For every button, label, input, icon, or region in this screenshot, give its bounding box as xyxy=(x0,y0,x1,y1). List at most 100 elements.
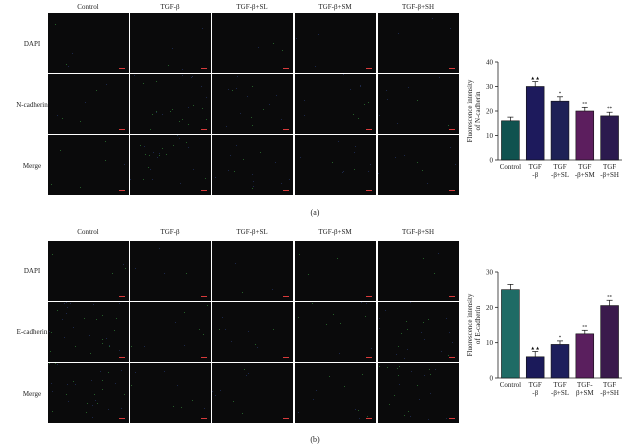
fluorescence-speck xyxy=(57,310,58,311)
fluorescence-speck xyxy=(97,403,98,404)
row-label-dapi: DAPI xyxy=(23,267,41,275)
scale-bar xyxy=(283,68,289,69)
scale-bar xyxy=(449,190,455,191)
column-header-tgf-sl: TGF-β+SL xyxy=(236,228,268,236)
fluorescence-speck xyxy=(60,150,61,151)
micrograph-merge-3 xyxy=(212,135,293,195)
column-header-tgf: TGF-β xyxy=(160,3,180,11)
micrograph-merge-5 xyxy=(378,363,459,423)
x-tick-label: β+SM xyxy=(576,389,594,397)
y-tick-label: 0 xyxy=(490,157,494,165)
fluorescence-speck xyxy=(366,303,367,304)
fluorescence-speck xyxy=(226,126,227,127)
fluorescence-speck xyxy=(395,157,396,158)
fluorescence-speck xyxy=(398,346,399,347)
x-tick-label: TGF xyxy=(603,163,616,171)
fluorescence-speck xyxy=(435,369,436,370)
fluorescence-speck xyxy=(407,329,408,330)
fluorescence-speck xyxy=(192,400,193,401)
fluorescence-speck xyxy=(446,318,447,319)
fluorescence-speck xyxy=(298,412,299,413)
fluorescence-speck xyxy=(398,33,399,34)
fluorescence-speck xyxy=(102,339,103,340)
micrograph-dapi-5 xyxy=(378,241,459,301)
fluorescence-speck xyxy=(66,302,67,303)
micrograph-dapi-2 xyxy=(130,241,211,301)
scale-bar xyxy=(119,190,125,191)
fluorescence-speck xyxy=(397,123,398,124)
fluorescence-speck xyxy=(152,179,153,180)
scale-bar xyxy=(201,296,207,297)
fluorescence-speck xyxy=(230,155,231,156)
fluorescence-speck xyxy=(170,111,171,112)
fluorescence-speck xyxy=(143,179,144,180)
fluorescence-speck xyxy=(406,321,407,322)
fluorescence-speck xyxy=(396,354,397,355)
fluorescence-speck xyxy=(316,390,317,391)
fluorescence-speck xyxy=(184,345,185,346)
scale-bar xyxy=(119,357,125,358)
panel-caption-a: (a) xyxy=(310,208,320,217)
y-tick-label: 0 xyxy=(490,375,494,383)
fluorescence-speck xyxy=(173,406,174,407)
fluorescence-speck xyxy=(96,319,97,320)
fluorescence-speck xyxy=(253,181,254,182)
scale-bar xyxy=(449,357,455,358)
column-header-tgf-sm: TGF-β+SM xyxy=(318,3,352,11)
fluorescence-speck xyxy=(364,104,365,105)
fluorescence-speck xyxy=(182,69,183,70)
fluorescence-speck xyxy=(337,258,338,259)
fluorescence-speck xyxy=(204,408,205,409)
fluorescence-speck xyxy=(272,289,273,290)
fluorescence-speck xyxy=(121,370,122,371)
fluorescence-speck xyxy=(166,154,167,155)
row-label-e-cadherin: E-cadherin xyxy=(16,328,48,336)
fluorescence-speck xyxy=(123,264,124,265)
fluorescence-speck xyxy=(313,399,314,400)
micrograph-e-cadherin-3 xyxy=(212,302,293,362)
fluorescence-speck xyxy=(105,141,106,142)
scale-bar xyxy=(366,357,372,358)
fluorescence-speck xyxy=(168,65,169,66)
fluorescence-speck xyxy=(148,167,149,168)
fluorescence-speck xyxy=(276,95,277,96)
fluorescence-speck xyxy=(298,317,299,318)
fluorescence-speck xyxy=(49,363,50,364)
fluorescence-speck xyxy=(407,349,408,350)
significance-label: ▲▲ xyxy=(530,77,540,82)
fluorescence-speck xyxy=(343,74,344,75)
fluorescence-speck xyxy=(66,394,67,395)
row-label-merge: Merge xyxy=(22,390,42,398)
fluorescence-speck xyxy=(50,351,51,352)
fluorescence-speck xyxy=(91,380,92,381)
fluorescence-speck xyxy=(75,346,76,347)
fluorescence-speck xyxy=(115,383,116,384)
micrograph-dapi-5 xyxy=(378,13,459,73)
x-tick-label: TGF xyxy=(529,381,542,389)
row-label-dapi: DAPI xyxy=(23,40,41,48)
fluorescence-speck xyxy=(102,380,103,381)
scale-bar xyxy=(366,296,372,297)
fluorescence-speck xyxy=(66,64,67,65)
fluorescence-speck xyxy=(410,416,411,417)
fluorescence-speck xyxy=(242,413,243,414)
fluorescence-speck xyxy=(252,125,253,126)
fluorescence-speck xyxy=(143,83,144,84)
fluorescence-speck xyxy=(379,328,380,329)
micrograph-e-cadherin-2 xyxy=(130,302,211,362)
fluorescence-speck xyxy=(361,302,362,303)
x-tick-label: TGF xyxy=(603,381,616,389)
bar xyxy=(525,356,545,379)
scale-bar xyxy=(283,418,289,419)
bar xyxy=(600,305,619,379)
fluorescence-speck xyxy=(125,268,126,269)
scale-bar xyxy=(201,129,207,130)
fluorescence-speck xyxy=(339,353,340,354)
fluorescence-speck xyxy=(201,86,202,87)
fluorescence-speck xyxy=(70,303,71,304)
fluorescence-speck xyxy=(432,18,433,19)
significance-label: ▲▲ xyxy=(530,347,540,352)
fluorescence-speck xyxy=(378,173,379,174)
fluorescence-speck xyxy=(304,100,305,101)
fluorescence-speck xyxy=(379,366,380,367)
